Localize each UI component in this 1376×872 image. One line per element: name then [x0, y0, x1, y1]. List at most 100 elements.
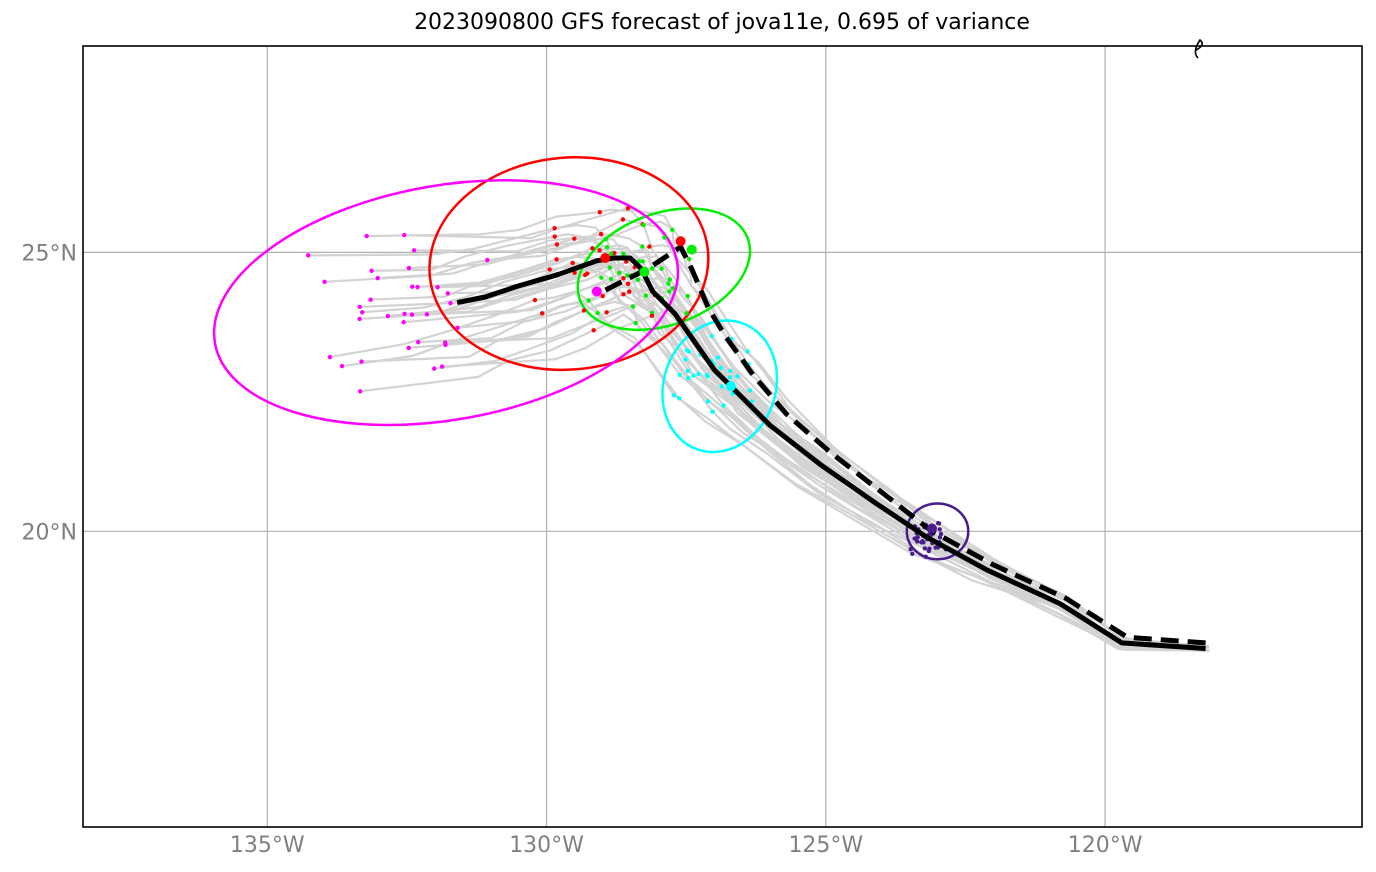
ensemble-point [630, 304, 636, 309]
ensemble-point [666, 281, 671, 286]
ensemble-point [402, 232, 407, 238]
ensemble-point [621, 276, 626, 281]
ensemble-point [327, 354, 333, 360]
uncertainty-ring [905, 502, 970, 561]
mean-position-marker [675, 236, 686, 247]
ensemble-point [424, 312, 430, 317]
ensemble-point [598, 232, 604, 237]
ensemble-point [409, 312, 415, 317]
ensemble-point [914, 539, 920, 544]
ensemble-point [572, 236, 577, 241]
ensemble-point [306, 253, 311, 258]
ensemble-track [361, 300, 1210, 648]
ensemble-point [554, 257, 559, 262]
lon-tick-label: 120°W [1068, 833, 1143, 858]
ensemble-point [727, 368, 733, 374]
ensemble-point [915, 535, 920, 540]
uncertainty-ring [661, 319, 779, 454]
ensemble-point [435, 285, 440, 290]
ensemble-point [647, 244, 652, 249]
ensemble-point [923, 554, 928, 559]
mean-position-marker [686, 244, 697, 255]
ensemble-point [727, 375, 733, 380]
ensemble-point [735, 374, 740, 379]
ensemble-point [584, 271, 590, 276]
ensemble-point [676, 396, 682, 401]
ensemble-point [920, 539, 925, 544]
ensemble-point [570, 260, 575, 266]
ensemble-point [625, 281, 631, 287]
ensemble-point [485, 257, 490, 263]
ensemble-point [554, 242, 560, 247]
ensemble-point [640, 244, 645, 249]
ensemble-point [581, 308, 587, 313]
ensemble-point [402, 311, 407, 317]
ensemble-point [322, 279, 327, 284]
ensemble-point [364, 233, 369, 239]
ensemble-point [709, 333, 714, 339]
ensemble-point [357, 316, 362, 322]
ensemble-point [597, 248, 602, 253]
ensemble-point [360, 310, 365, 315]
ensemble-track [426, 264, 1206, 651]
mean-track-dashed [601, 244, 1206, 646]
mean-position-marker [639, 266, 650, 277]
ensemble-point [368, 297, 373, 302]
ensemble-point [704, 372, 710, 378]
ensemble-point [683, 357, 688, 362]
lat-tick-label: 25°N [22, 241, 77, 266]
uncertainty-ring [212, 179, 680, 427]
ensemble-point [401, 320, 406, 325]
ensemble-point [590, 246, 595, 251]
ensemble-point [633, 320, 638, 326]
ensemble-point [357, 389, 363, 394]
ensemble-point [686, 376, 691, 381]
ensemble-point [641, 222, 646, 228]
tick-labels: 135°W 130°W 125°W 120°W 25°N 20°N [22, 241, 1143, 858]
ensemble-point [604, 245, 610, 250]
ensemble-point [455, 325, 460, 330]
ensemble-point [552, 225, 557, 231]
mean-track-solid [456, 255, 1206, 651]
ensemble-point [600, 293, 605, 299]
ensemble-point [938, 531, 944, 537]
ensemble-point [608, 276, 614, 282]
ensemble-point [937, 535, 943, 540]
ensemble-point [677, 372, 683, 377]
ensemble-point [910, 551, 915, 557]
ensemble-point [620, 217, 626, 222]
ensemble-point [662, 235, 667, 240]
ensemble-point [385, 313, 391, 319]
ensemble-track [450, 255, 1207, 651]
ensemble-point [406, 265, 412, 271]
ensemble-point [627, 289, 632, 294]
ensemble-point [597, 210, 603, 215]
ensemble-point [617, 270, 622, 276]
ensemble-point [445, 291, 450, 296]
mean-position-marker [926, 523, 937, 534]
ensemble-point [339, 363, 345, 369]
map-title: 2023090800 GFS forecast of jova11e, 0.69… [414, 10, 1030, 35]
lat-tick-label: 20°N [22, 520, 77, 545]
ensemble-track [404, 207, 1203, 648]
mean-track [456, 236, 1206, 651]
ensemble-point [547, 267, 552, 272]
ensemble-point [922, 546, 928, 551]
ensemble-point [715, 355, 721, 360]
ensemble-point [670, 227, 675, 233]
graticule [83, 46, 1362, 827]
uncertainty-ring [428, 156, 710, 372]
ensemble-point [650, 266, 655, 271]
ensemble-point [603, 236, 609, 242]
ensemble-point [406, 345, 411, 351]
ensemble-point [719, 384, 724, 389]
ensemble-point [926, 548, 932, 554]
ensemble-point [710, 409, 715, 414]
ensemble-point [721, 403, 726, 408]
lon-tick-label: 130°W [509, 833, 584, 858]
ensemble-point [659, 266, 664, 271]
ensemble-point [369, 268, 374, 273]
ensemble-point [685, 368, 691, 373]
ensemble-point [625, 206, 631, 211]
